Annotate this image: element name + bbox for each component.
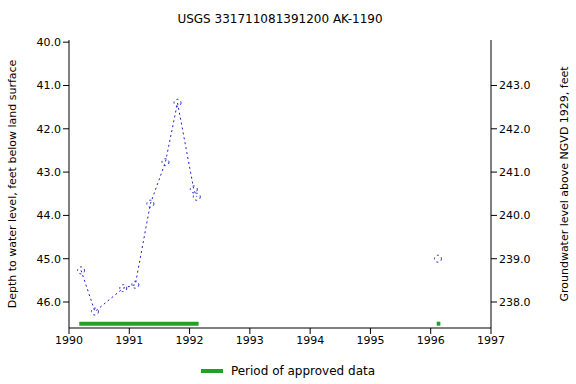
svg-text:1990: 1990	[55, 334, 83, 347]
svg-text:40.0: 40.0	[37, 36, 62, 49]
svg-text:240.0: 240.0	[499, 209, 531, 222]
svg-text:1996: 1996	[417, 334, 445, 347]
svg-text:44.0: 44.0	[37, 209, 62, 222]
svg-text:42.0: 42.0	[37, 123, 62, 136]
svg-text:1997: 1997	[477, 334, 505, 347]
svg-text:1991: 1991	[115, 334, 143, 347]
svg-text:1992: 1992	[176, 334, 204, 347]
html-text:Period of approved data: Period of approved data	[230, 364, 376, 378]
svg-text:1995: 1995	[356, 334, 384, 347]
svg-text:45.0: 45.0	[37, 253, 62, 266]
svg-text:238.0: 238.0	[499, 296, 531, 309]
svg-text:Depth to water level, feet bel: Depth to water level, feet below land su…	[8, 59, 19, 308]
svg-text:1994: 1994	[296, 334, 324, 347]
svg-text:41.0: 41.0	[37, 79, 62, 92]
svg-text:242.0: 242.0	[499, 123, 531, 136]
svg-text:Groundwater level above NGVD 1: Groundwater level above NGVD 1929, feet	[558, 66, 568, 302]
svg-text:1993: 1993	[236, 334, 264, 347]
svg-text:43.0: 43.0	[37, 166, 62, 179]
svg-text:241.0: 241.0	[499, 166, 531, 179]
svg-text:243.0: 243.0	[499, 79, 531, 92]
svg-text:46.0: 46.0	[37, 296, 62, 309]
html-text:USGS 331711081391200 AK-1190: USGS 331711081391200 AK-1190	[177, 12, 383, 26]
svg-text:239.0: 239.0	[499, 253, 531, 266]
